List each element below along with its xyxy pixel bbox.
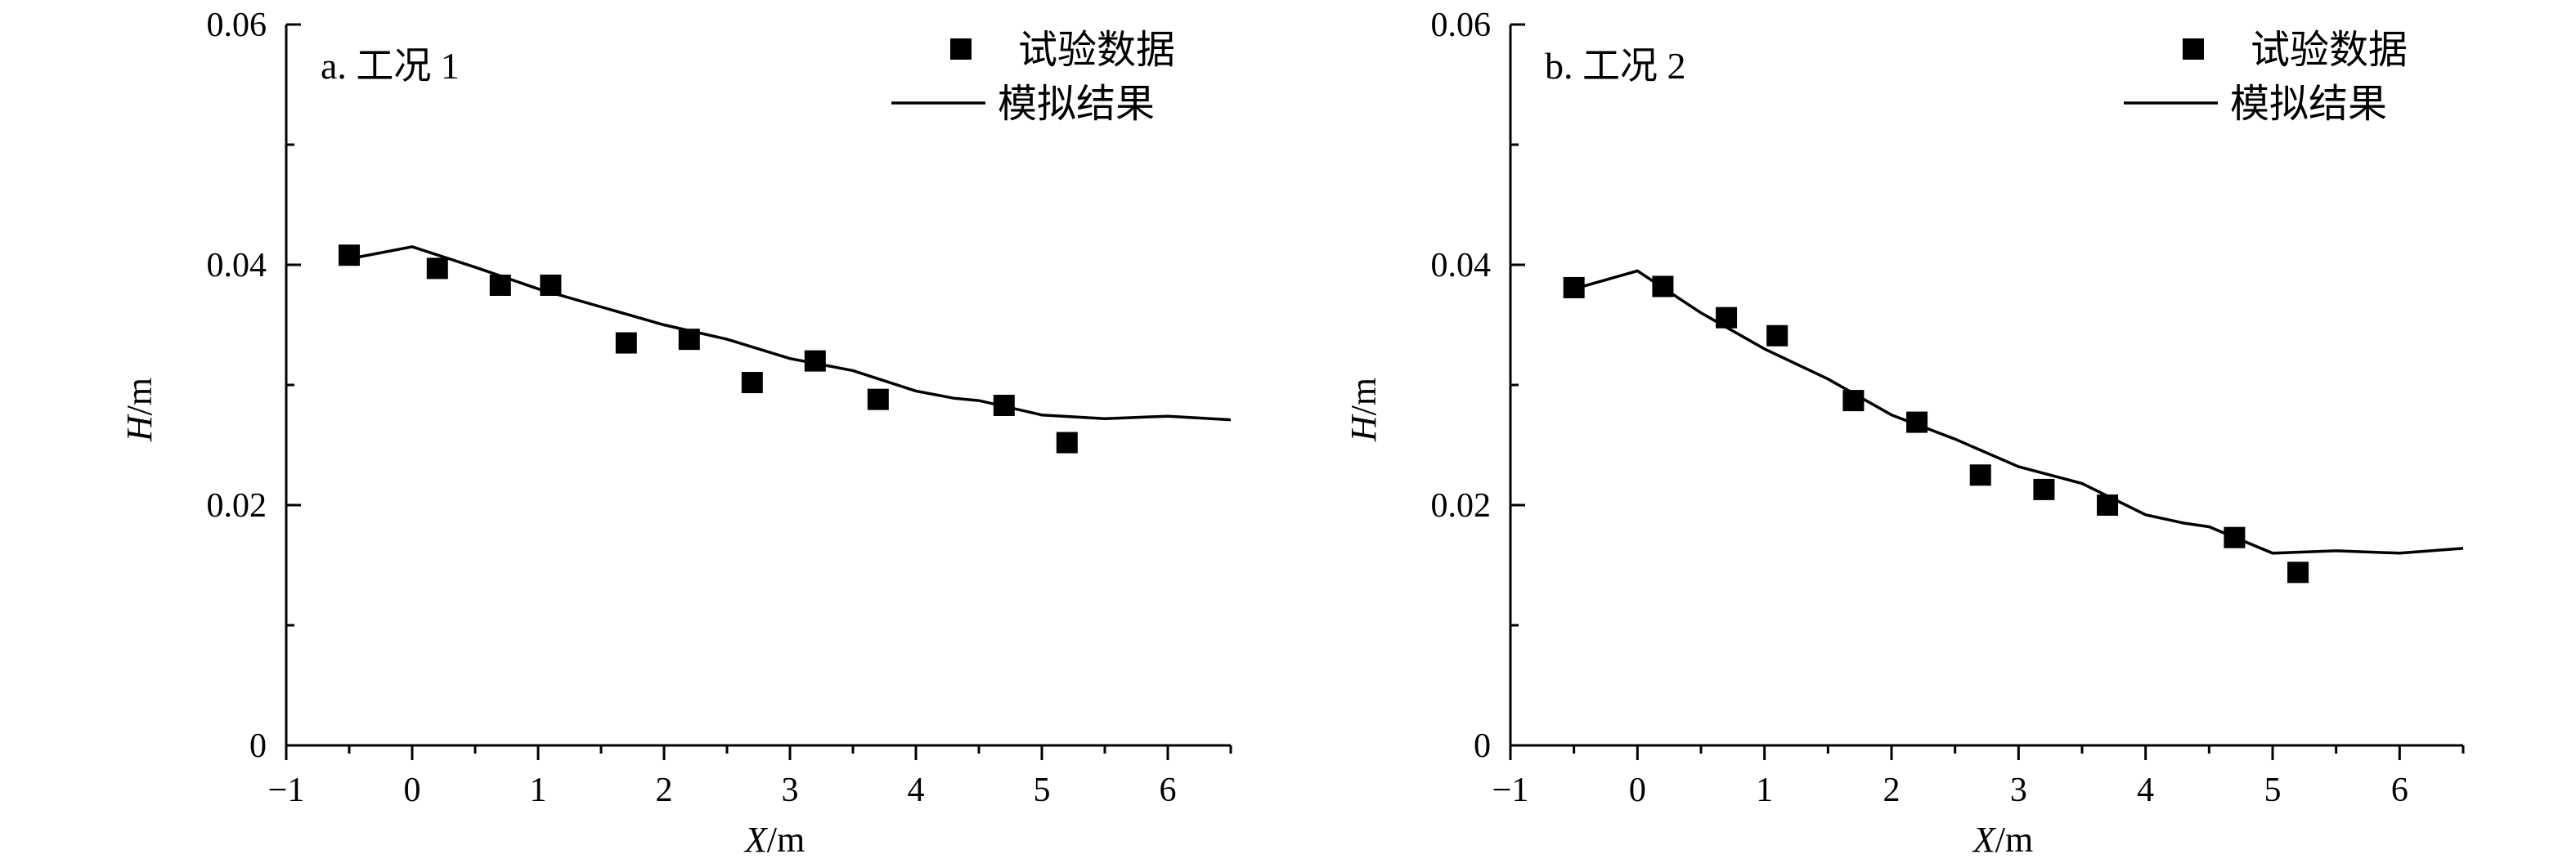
panel-a-experiment-point — [339, 244, 360, 266]
panel-b-legend-label-simulation: 模拟结果 — [2230, 83, 2387, 126]
panel-b-experiment-point — [1969, 464, 1991, 486]
panel-a-experiment-point — [741, 372, 763, 394]
panel-b-experiment-point — [2287, 562, 2309, 584]
panel-b-x-tick-label: −1 — [1492, 772, 1529, 809]
panel-a-x-tick-label: 5 — [1034, 772, 1051, 809]
panel-a-x-tick-label: 1 — [530, 772, 547, 809]
panel-a-x-tick-label: 3 — [782, 772, 799, 809]
panel-b-x-axis-title: X/m — [1972, 820, 2033, 860]
panel-b-y-axis-unit: /m — [1344, 378, 1384, 415]
panel-a-x-axis-var: X — [743, 820, 769, 860]
panel-b-legend-marker — [2183, 38, 2204, 60]
panel-a-experiment-point — [426, 257, 448, 280]
panel-a-experiment-markers — [339, 244, 1078, 454]
panel-b-x-tick-label: 2 — [1883, 772, 1901, 809]
panel-a-x-tick-label: −1 — [268, 772, 305, 809]
panel-a-experiment-point — [1056, 432, 1078, 454]
panel-b-legend-label-experiment: 试验数据 — [2251, 29, 2408, 72]
panel-b-y-tick-label: 0 — [1474, 727, 1491, 765]
panel-b-y-axis-var: H — [1344, 414, 1384, 442]
panel-b-x-tick-label: 5 — [2264, 772, 2282, 809]
panel-b-x-axis-unit: /m — [1995, 820, 2033, 860]
panel-a-y-tick-label: 0.06 — [207, 7, 267, 44]
panel-b-chart: −1 0 1 2 3 4 5 600.020.040.06X/mH/mb. 工况 2 试验数据模… — [1344, 7, 2465, 860]
panel-a-legend-label-simulation: 模拟结果 — [998, 83, 1155, 126]
panel-a-y-tick-label: 0.04 — [207, 247, 267, 284]
panel-a-legend-label-experiment: 试验数据 — [1018, 29, 1175, 72]
panel-a-y-axis-unit: /m — [119, 378, 159, 415]
panel-a-x-tick-label: 2 — [656, 772, 673, 809]
panel-a-x-axis-title: X/m — [743, 820, 805, 860]
panel-b-experiment-point — [1766, 324, 1788, 347]
panel-b-experiment-point — [1716, 306, 1738, 329]
panel-a-chart: −1 0 1 2 3 4 5 600.020.040.06X/mH/ma. 工况 1 试验数据模… — [119, 7, 1232, 860]
panel-b-y-tick-label: 0.02 — [1431, 487, 1492, 525]
panel-a-simulation-line — [348, 245, 1232, 422]
panel-b-x-tick-label: 3 — [2010, 772, 2027, 809]
panel-a-x-axis-unit: /m — [767, 820, 805, 860]
panel-b-x-tick-label: 1 — [1756, 772, 1773, 809]
panel-a-title: a. 工况 1 — [321, 45, 460, 87]
panel-a-y-tick-label: 0.02 — [207, 487, 267, 525]
panel-b-x-axis-var: X — [1972, 820, 1997, 860]
panel-b-title: b. 工况 2 — [1545, 45, 1686, 87]
panel-b-x-tick-label: 0 — [1629, 772, 1646, 809]
panel-b-y-tick-label: 0.04 — [1431, 247, 1492, 284]
panel-a-experiment-point — [615, 332, 637, 354]
panel-a-x-tick-label: 4 — [908, 772, 925, 809]
panel-b-experiment-point — [2033, 478, 2055, 500]
panel-b-y-axis-title: H/m — [1344, 378, 1384, 442]
panel-a-legend-marker — [950, 38, 972, 60]
panel-b-experiment-markers — [1563, 275, 2309, 584]
panel-b-x-tick-label: 6 — [2391, 772, 2408, 809]
panel-b-x-tick-label: 4 — [2137, 772, 2154, 809]
panel-b-experiment-point — [2097, 494, 2119, 516]
panel-a-y-tick-label: 0 — [249, 727, 267, 765]
panel-a-x-tick-label: 6 — [1160, 772, 1177, 809]
panel-a-x-tick-label: 0 — [404, 772, 421, 809]
panel-a-experiment-point — [867, 388, 889, 410]
panel-b-y-tick-label: 0.06 — [1431, 7, 1492, 44]
panel-b-simulation-line — [1573, 269, 2464, 555]
panel-a-y-axis-title: H/m — [119, 378, 159, 442]
panel-a-y-axis-var: H — [119, 414, 159, 442]
